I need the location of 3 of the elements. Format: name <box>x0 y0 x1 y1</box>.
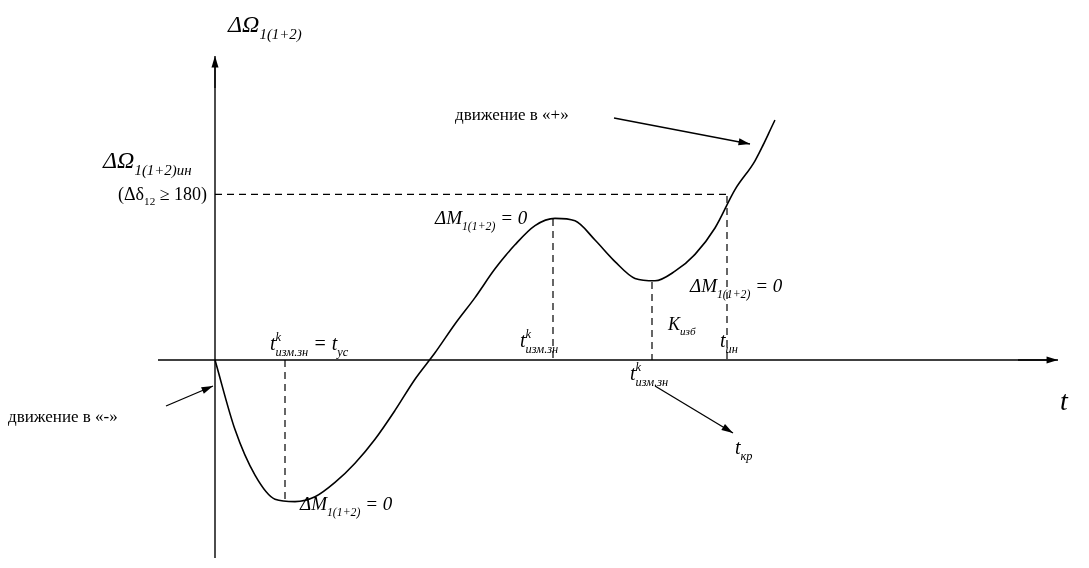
text: t <box>1060 385 1069 416</box>
annotation: движение в «+» <box>455 105 569 124</box>
text: движение в «-» <box>8 407 118 426</box>
